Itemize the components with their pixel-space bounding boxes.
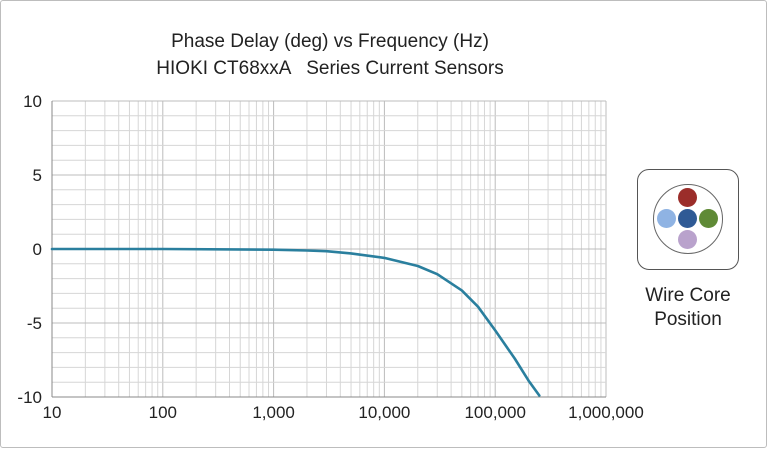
x-axis-ticks: 10 100 1,000 10,000 100,000 1,000,000 xyxy=(43,403,644,422)
grid xyxy=(51,100,607,398)
y-tick-label: 0 xyxy=(33,240,42,259)
core-top-icon xyxy=(678,188,697,207)
x-tick-label: 1,000 xyxy=(252,403,295,422)
core-left-icon xyxy=(657,209,676,228)
wire-core-caption: Wire Core Position xyxy=(612,284,764,332)
wire-core-legend xyxy=(637,169,739,270)
core-center-icon xyxy=(678,209,697,228)
x-tick-label: 10,000 xyxy=(358,403,410,422)
x-tick-label: 10 xyxy=(43,403,62,422)
y-tick-label: -5 xyxy=(27,314,42,333)
chart-title: Phase Delay (deg) vs Frequency (Hz) xyxy=(171,31,489,52)
core-bottom-icon xyxy=(678,230,697,249)
caption-line-1: Wire Core xyxy=(645,285,731,306)
series-layer xyxy=(50,247,541,397)
core-right-icon xyxy=(699,209,718,228)
caption-line-2: Position xyxy=(654,309,722,330)
chart-subtitle: HIOKI CT68xxA Series Current Sensors xyxy=(156,58,504,79)
x-tick-label: 100 xyxy=(149,403,177,422)
y-tick-label: 5 xyxy=(33,166,42,185)
y-axis-ticks: 10 5 0 -5 -10 xyxy=(17,92,42,407)
y-tick-label: -10 xyxy=(17,388,42,407)
wire-core-diagram xyxy=(653,184,723,254)
x-tick-label: 100,000 xyxy=(464,403,525,422)
y-tick-label: 10 xyxy=(23,92,42,111)
series-line-phase-delay xyxy=(50,247,541,397)
x-tick-label: 1,000,000 xyxy=(568,403,644,422)
